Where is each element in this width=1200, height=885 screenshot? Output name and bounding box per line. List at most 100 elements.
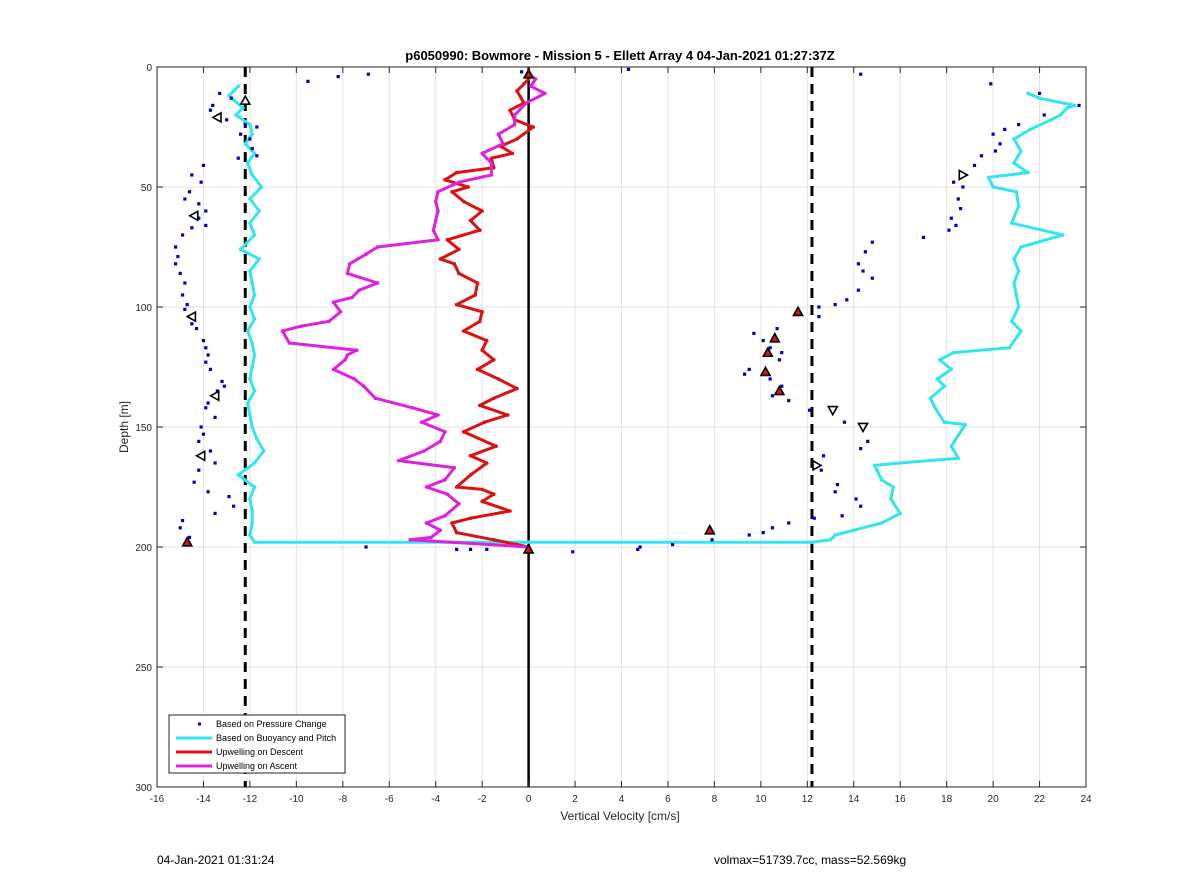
pressure-point (787, 399, 791, 403)
pressure-point (206, 490, 210, 494)
series-vertex-2 (482, 420, 487, 425)
pressure-point (835, 483, 840, 487)
series-vertex-2 (473, 293, 477, 297)
pressure-point (183, 197, 187, 201)
series-vertex-3 (524, 101, 529, 105)
pressure-point (710, 538, 714, 542)
series-vertex-2 (478, 228, 482, 232)
series-vertex-3 (533, 77, 538, 81)
pressure-point (199, 425, 203, 429)
marker-triangle-left (194, 449, 206, 462)
series-vertex-2 (491, 396, 496, 401)
series-vertex-1 (991, 185, 995, 189)
series-vertex-3 (361, 384, 366, 389)
pressure-point (768, 346, 772, 350)
series-vertex-1 (243, 142, 248, 146)
series-vertex-2 (480, 209, 484, 213)
pressure-point (770, 394, 775, 398)
pressure-point (225, 118, 229, 122)
series-vertex-1 (248, 377, 252, 381)
pressure-point (173, 262, 178, 266)
y-tick-label: 300 (135, 783, 152, 794)
x-tick-label: 24 (1080, 794, 1092, 805)
pressure-point (979, 154, 984, 158)
series-vertex-1 (248, 305, 252, 309)
series-vertex-2 (454, 302, 459, 307)
series-vertex-1 (833, 533, 837, 537)
series-vertex-3 (529, 84, 533, 88)
pressure-point (178, 271, 182, 275)
series-vertex-1 (1037, 96, 1042, 100)
series-vertex-1 (949, 444, 954, 449)
pressure-point (213, 415, 217, 419)
x-tick-label: -12 (243, 794, 258, 805)
legend: Based on Pressure Change Based on Buoyanc… (168, 714, 346, 774)
series-vertex-1 (898, 511, 902, 516)
series-vertex-1 (234, 113, 238, 117)
series-vertex-1 (891, 485, 896, 489)
pressure-point (187, 190, 192, 194)
grid (156, 66, 1087, 788)
series-vertex-3 (436, 190, 440, 194)
marker-triangle-right (958, 169, 970, 181)
pressure-point (859, 447, 863, 451)
series-vertex-3 (373, 396, 378, 401)
series-vertex-2 (480, 348, 484, 353)
pressure-point (208, 108, 213, 112)
series-vertex-3 (419, 420, 424, 425)
series-vertex-1 (248, 221, 252, 225)
pressure-point (866, 439, 870, 443)
series-vertex-3 (489, 173, 494, 177)
series-vertex-3 (457, 180, 461, 184)
series-vertex-1 (248, 413, 252, 417)
series-vertex-1 (250, 365, 255, 369)
series-vertex-3 (424, 485, 429, 489)
pressure-point (863, 250, 867, 254)
series-vertex-2 (491, 492, 496, 497)
series-vertex-1 (1012, 161, 1016, 165)
x-tick-label: 22 (1034, 794, 1046, 805)
series-vertex-2 (468, 473, 473, 477)
series-vertex-3 (357, 288, 361, 293)
series-vertex-2 (508, 509, 512, 513)
x-tick-label: -14 (196, 794, 211, 805)
pressure-point (204, 406, 208, 410)
pressure-points (173, 67, 1081, 554)
pressure-point (921, 235, 926, 239)
pressure-point (842, 420, 847, 424)
pressure-point (197, 202, 201, 206)
series-vertex-3 (338, 310, 343, 314)
pressure-point (173, 245, 178, 249)
pressure-point (222, 384, 226, 388)
pressure-point (859, 504, 863, 508)
series-vertex-1 (252, 389, 257, 393)
pressure-point (670, 543, 675, 547)
series-vertex-3 (410, 406, 415, 410)
pressure-point (180, 233, 185, 237)
series-vertex-1 (1058, 113, 1063, 117)
x-tick-label: -2 (478, 794, 487, 805)
series-vertex-1 (949, 367, 954, 372)
pressure-point (220, 379, 224, 383)
pressure-point (520, 70, 524, 74)
series-vertex-2 (491, 358, 496, 362)
pressure-point (190, 173, 194, 177)
x-tick-label: 12 (802, 794, 814, 805)
series-vertex-1 (252, 461, 257, 465)
pressure-point (952, 180, 956, 184)
series-vertex-2 (484, 338, 489, 343)
series-vertex-1 (245, 401, 250, 405)
x-tick-label: 10 (755, 794, 767, 805)
series-vertex-3 (354, 348, 359, 353)
pressure-point (770, 526, 775, 530)
pressure-point (208, 367, 213, 371)
series-vertex-3 (436, 413, 440, 417)
series-vertex-1 (879, 478, 884, 482)
pressure-point (833, 303, 837, 307)
series-vertex-2 (522, 82, 526, 86)
series-vertex-1 (248, 122, 252, 127)
series-vertex-2 (445, 238, 450, 242)
pressure-point (787, 521, 791, 525)
series-vertex-1 (248, 497, 252, 501)
pressure-point (949, 216, 953, 220)
